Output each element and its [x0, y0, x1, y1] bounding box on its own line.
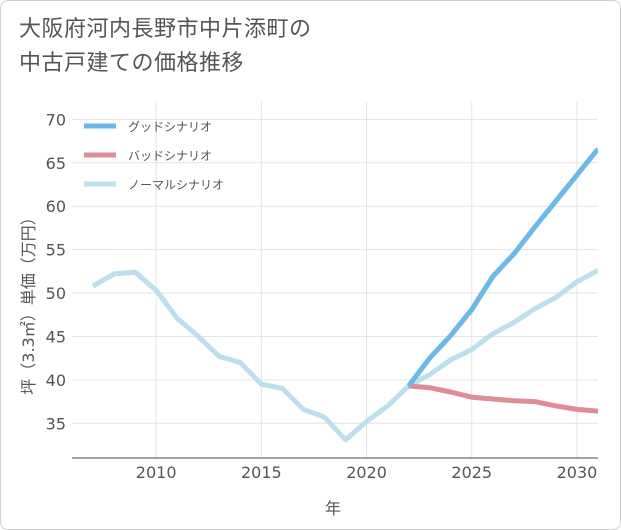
series-lines: [91, 147, 598, 443]
y-tick-label: 50: [46, 284, 66, 303]
x-tick-label: 2020: [346, 463, 387, 482]
x-tick-label: 2025: [451, 463, 492, 482]
tick-labels: 2010 2015 2020 2025 2030 35 40 45 50 55 60 65 70: [46, 110, 598, 482]
legend-label: ノーマルシナリオ: [128, 178, 224, 192]
y-tick-label: 40: [46, 371, 66, 390]
series-line-2: [91, 268, 598, 443]
series-line-0: [406, 147, 598, 388]
legend-label: バッドシナリオ: [128, 149, 212, 163]
legend-label: グッドシナリオ: [128, 120, 212, 134]
series-line-1: [408, 383, 598, 414]
x-tick-label: 2010: [136, 463, 177, 482]
grid-lines: [72, 102, 598, 458]
chart-title-line-1: 大阪府河内長野市中片添町の: [19, 17, 312, 42]
x-tick-label: 2030: [557, 463, 598, 482]
y-tick-label: 35: [46, 414, 66, 433]
chart-title-line-2: 中古戸建ての価格推移: [19, 51, 245, 76]
y-tick-label: 70: [46, 110, 66, 129]
x-axis-label: 年: [325, 499, 341, 518]
y-tick-label: 55: [46, 241, 66, 260]
y-tick-label: 45: [46, 327, 66, 346]
y-tick-label: 60: [46, 197, 66, 216]
chart-title: 大阪府河内長野市中片添町の 中古戸建ての価格推移: [19, 13, 312, 81]
x-tick-label: 2015: [241, 463, 282, 482]
y-axis-label: 坪（3.3㎡）単価（万円）: [19, 209, 38, 394]
y-tick-label: 65: [46, 154, 66, 173]
